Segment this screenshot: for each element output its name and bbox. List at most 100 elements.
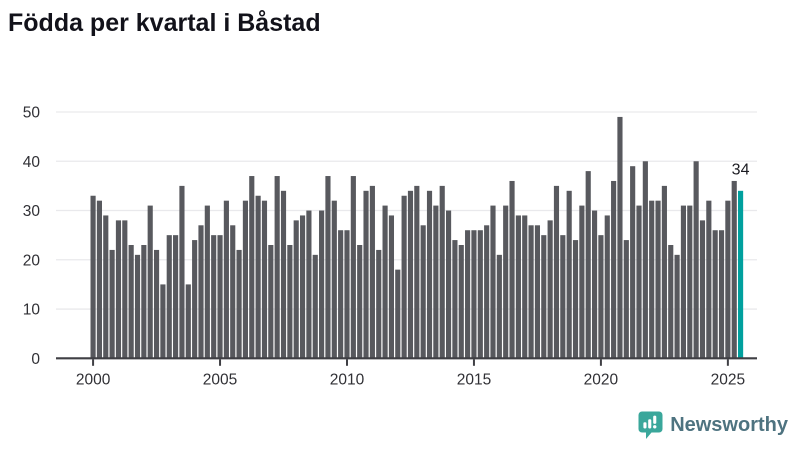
- bar: [350, 176, 356, 359]
- bar: [452, 240, 458, 359]
- bar: [668, 245, 674, 359]
- bar: [192, 240, 198, 359]
- bar: [636, 205, 642, 359]
- bar: [230, 225, 236, 359]
- bar: [503, 205, 509, 359]
- bar: [439, 185, 445, 359]
- bar: [509, 180, 515, 359]
- bar: [109, 249, 115, 359]
- bar: [420, 225, 426, 359]
- x-axis-tick-label: 2020: [584, 371, 619, 388]
- bar: [617, 116, 623, 359]
- y-axis-tick-label: 20: [23, 252, 41, 269]
- bar: [134, 254, 141, 359]
- bar: [477, 230, 483, 359]
- bar: [445, 210, 452, 359]
- bar: [680, 205, 687, 359]
- bar: [515, 215, 521, 359]
- bar: [255, 195, 261, 359]
- bar: [541, 235, 547, 359]
- bar: [312, 254, 318, 359]
- x-axis-tick-label: 2005: [203, 371, 237, 388]
- bar: [465, 230, 471, 359]
- logo-exclamation-stroke: [653, 415, 657, 424]
- bar: [522, 215, 528, 359]
- bar: [687, 205, 693, 359]
- bar: [591, 210, 598, 359]
- bar: [553, 185, 560, 359]
- bar: [566, 190, 572, 359]
- bar: [319, 210, 325, 359]
- x-axis-tick-label: 2025: [711, 371, 745, 388]
- bar: [179, 185, 185, 359]
- bar: [433, 205, 439, 359]
- bar: [706, 200, 712, 359]
- bar: [642, 161, 648, 359]
- bar: [287, 245, 293, 359]
- x-axis-tick-label: 2015: [457, 371, 491, 388]
- bar: [369, 185, 375, 359]
- x-axis-tick-label: 2010: [330, 371, 365, 388]
- logo-exclamation-dot: [653, 425, 657, 429]
- bar: [496, 254, 502, 359]
- bar: [249, 176, 255, 359]
- y-axis-tick-label: 0: [31, 351, 40, 368]
- logo-bar-small: [643, 422, 647, 429]
- bar: [623, 240, 629, 359]
- bar: [426, 190, 433, 359]
- bar: [655, 200, 661, 359]
- bar: [90, 195, 96, 359]
- bar: [407, 190, 414, 359]
- bar: [280, 190, 287, 359]
- bar: [122, 220, 128, 359]
- bar: [725, 200, 731, 359]
- bar: [458, 245, 464, 359]
- bar: [560, 235, 566, 359]
- bar: [153, 249, 160, 359]
- bar: [103, 215, 109, 359]
- bar: [414, 185, 420, 359]
- bar: [484, 225, 490, 359]
- highlight-value-label: 34: [732, 161, 750, 178]
- bar: [274, 176, 280, 359]
- bar: [242, 200, 248, 359]
- bar: [534, 225, 541, 359]
- logo-bar-tall: [648, 419, 652, 429]
- bar: [223, 200, 229, 359]
- bar: [630, 166, 636, 359]
- brand-footer: Newsworthy: [638, 411, 788, 440]
- bar: [204, 205, 210, 359]
- bar: [572, 240, 579, 359]
- newsworthy-logo-icon: [638, 411, 663, 439]
- bar: [357, 245, 363, 359]
- bar: [141, 245, 147, 359]
- bar: [395, 269, 401, 359]
- bar: [185, 284, 191, 359]
- bar: [198, 225, 204, 359]
- bar: [712, 230, 718, 359]
- bar: [388, 215, 395, 359]
- bar: [211, 235, 217, 359]
- highlighted-bar: [738, 190, 744, 359]
- brand-name: Newsworthy: [670, 414, 788, 436]
- bar: [718, 230, 725, 359]
- bar: [611, 180, 617, 359]
- bar: [731, 180, 737, 359]
- bar: [471, 230, 477, 359]
- bar: [268, 245, 274, 359]
- bar: [306, 210, 312, 359]
- bar: [598, 235, 604, 359]
- bar: [699, 220, 706, 359]
- bar: [490, 205, 496, 359]
- bar: [661, 185, 667, 359]
- y-axis-tick-label: 50: [23, 105, 41, 122]
- y-axis-tick-label: 10: [23, 302, 41, 319]
- bar: [128, 245, 134, 359]
- bar: [528, 225, 534, 359]
- bar: [217, 235, 223, 359]
- bar: [115, 220, 122, 359]
- bar: [166, 235, 172, 359]
- bar: [579, 205, 585, 359]
